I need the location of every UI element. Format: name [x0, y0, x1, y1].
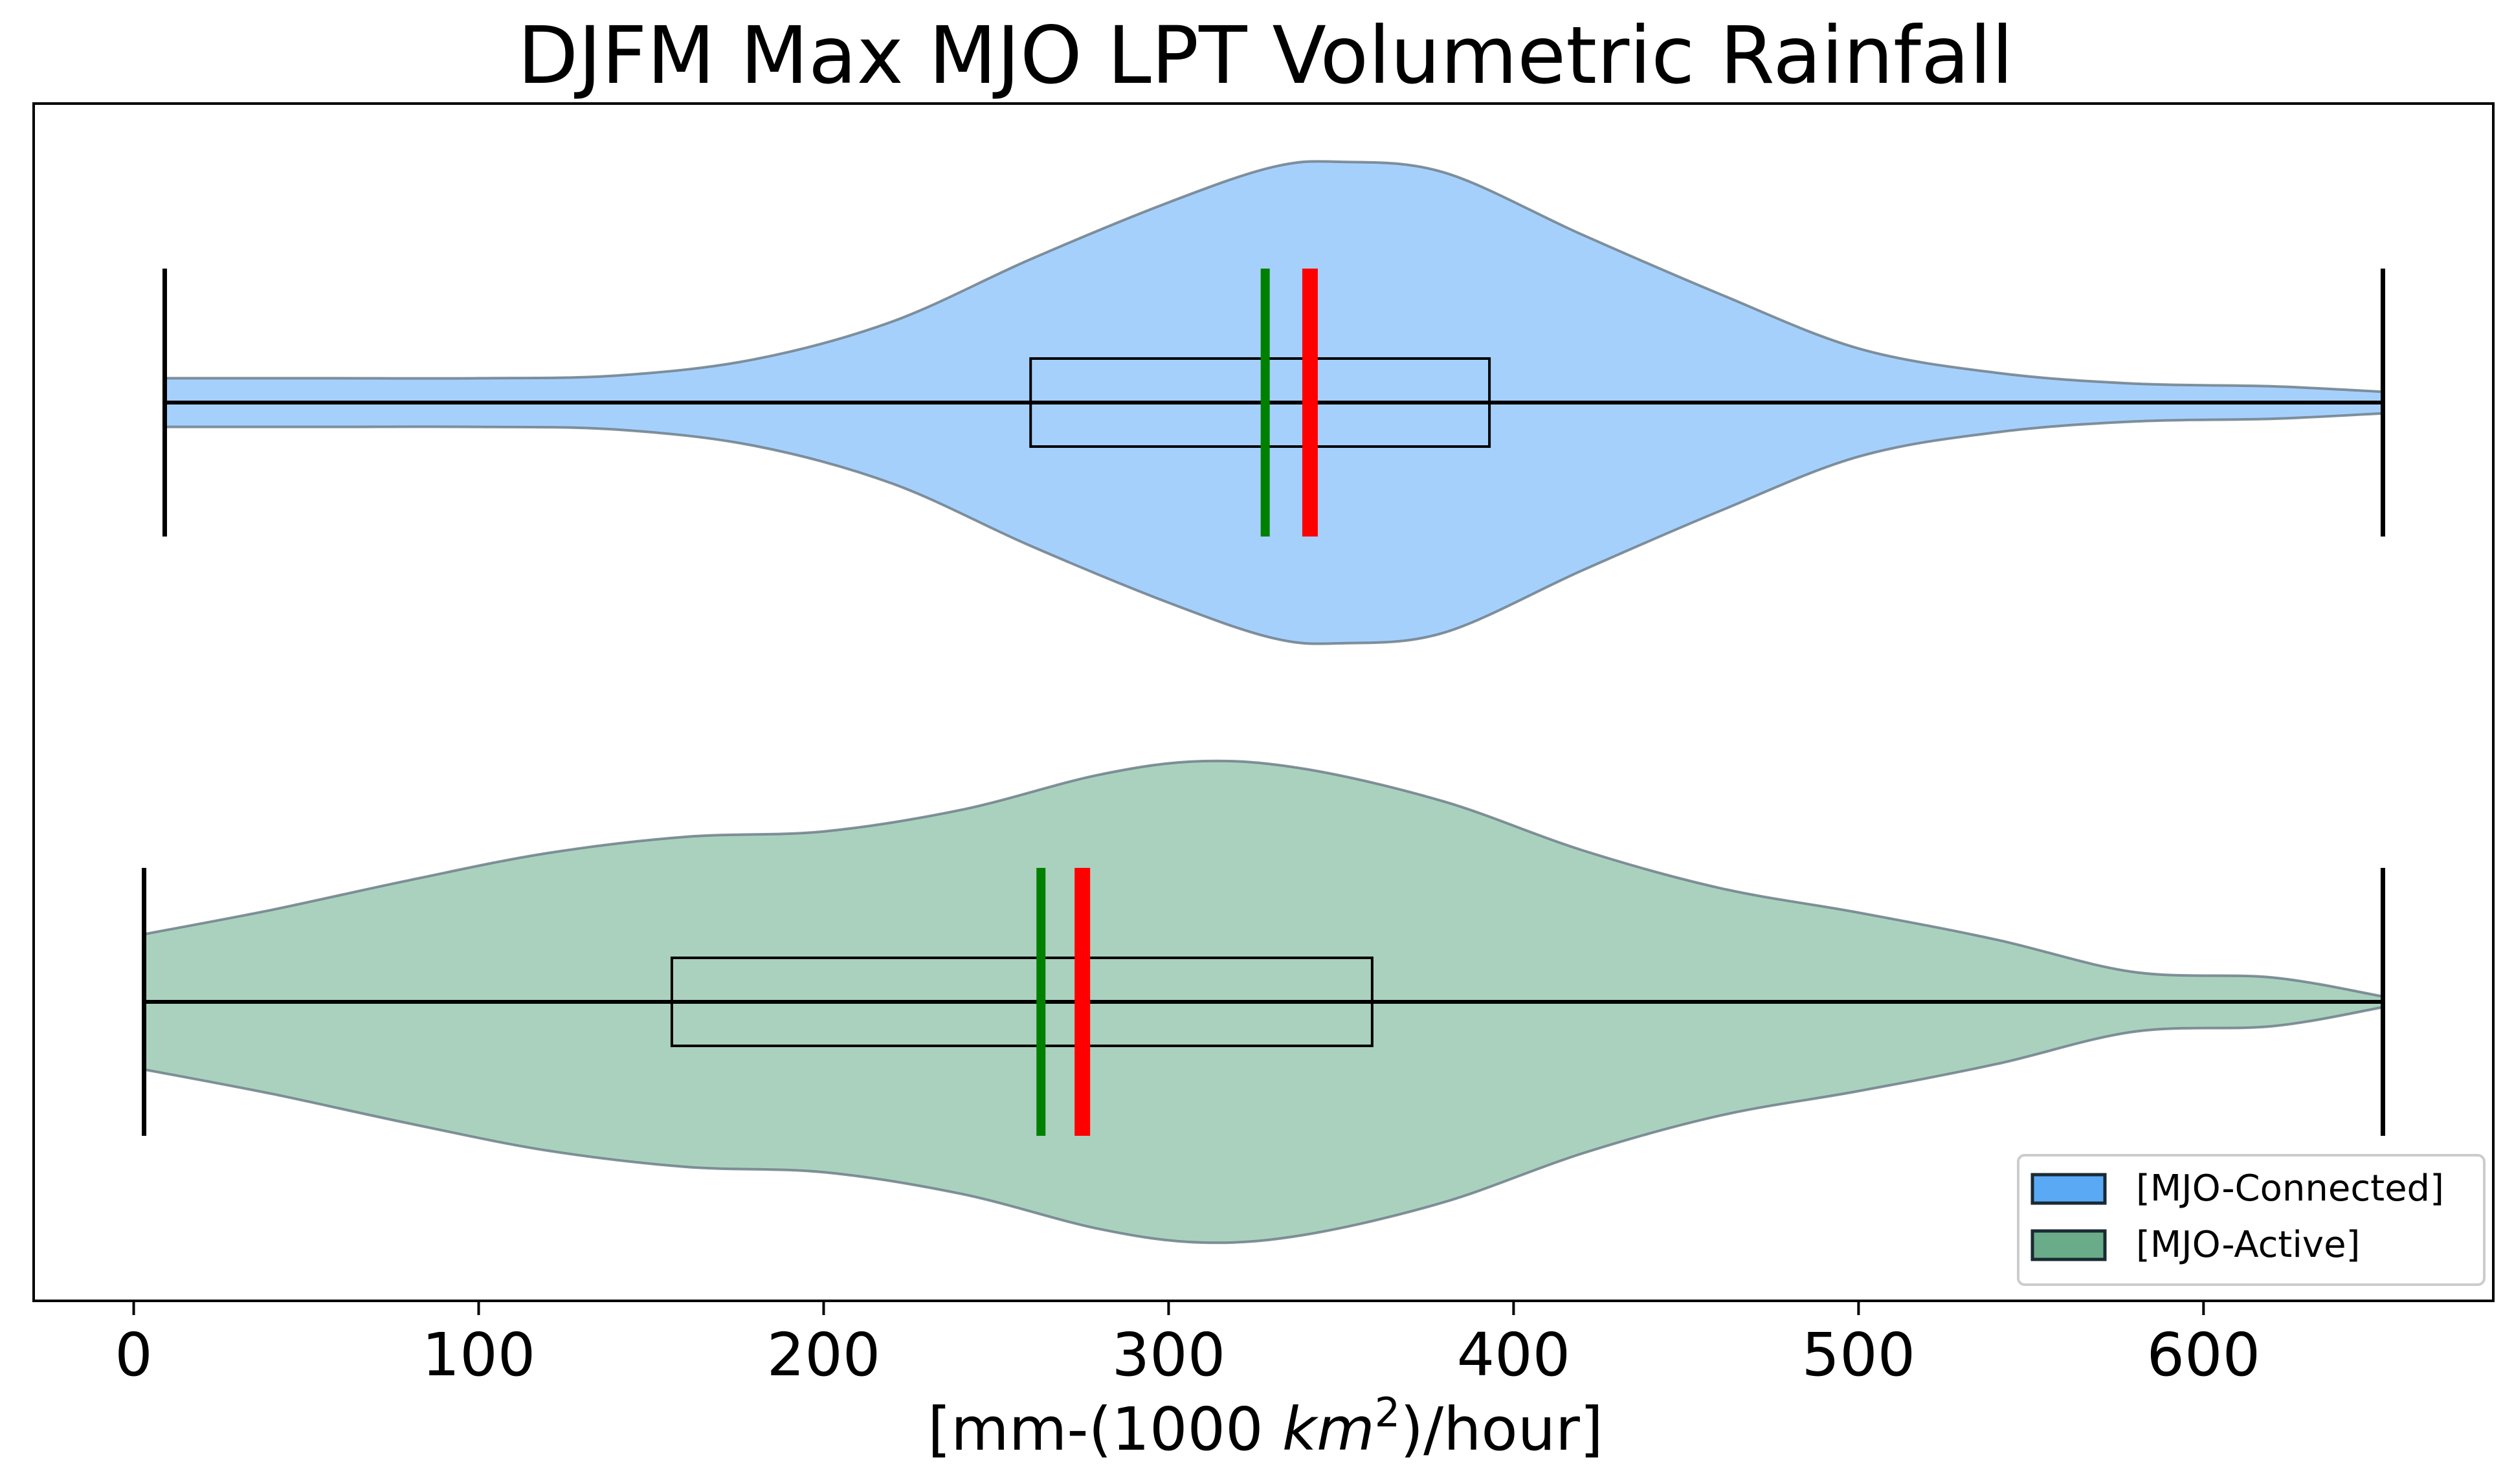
x-axis-label-unit: km: [1282, 1395, 1375, 1464]
x-axis: 0 100 200 300 400 500 600: [115, 1301, 2260, 1390]
legend-swatch: [2030, 1173, 2107, 1205]
violin-group: [142, 759, 2385, 1245]
x-tick-label: 600: [2147, 1320, 2261, 1390]
legend: [MJO-Connected] [MJO-Active]: [2017, 1154, 2486, 1286]
x-axis-label-suffix: )/hour]: [1400, 1395, 1603, 1464]
violin-layer: [142, 160, 2385, 1245]
x-axis-label-prefix: [mm-(1000: [928, 1395, 1282, 1464]
x-tick-label: 0: [115, 1320, 153, 1390]
x-tick-label: 100: [422, 1320, 536, 1390]
iqr-box: [670, 957, 1374, 1047]
x-tick-label: 200: [767, 1320, 881, 1390]
x-tick-label: 300: [1112, 1320, 1226, 1390]
legend-label: [MJO-Active]: [2136, 1224, 2360, 1266]
chart-title: DJFM Max MJO LPT Volumetric Rainfall: [517, 10, 2013, 102]
x-axis-label-superscript: 2: [1375, 1389, 1400, 1436]
x-tick-label: 400: [1457, 1320, 1571, 1390]
iqr-box: [1029, 357, 1491, 448]
x-axis-label: [mm-(1000 km2)/hour]: [928, 1389, 1603, 1465]
x-tick-label: 500: [1802, 1320, 1916, 1390]
violin-group: [162, 160, 2385, 645]
plot-area: [32, 102, 2495, 1302]
legend-label: [MJO-Connected]: [2136, 1168, 2444, 1210]
legend-swatch: [2030, 1229, 2107, 1261]
legend-frame: [2017, 1154, 2486, 1286]
